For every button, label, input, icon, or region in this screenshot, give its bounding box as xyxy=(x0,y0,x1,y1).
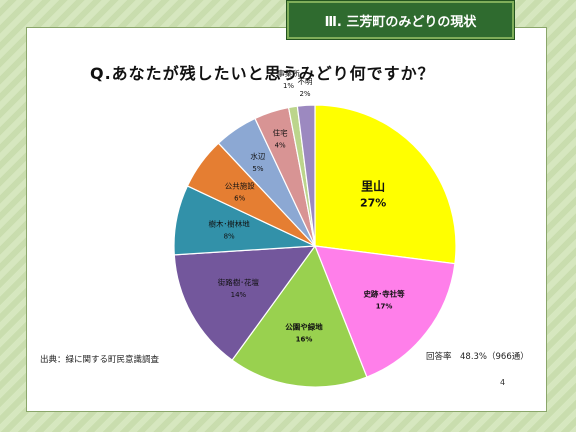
pie-slice-3 xyxy=(173,245,317,361)
slice-label-2: 公園や緑地 xyxy=(285,322,323,332)
section-title: Ⅲ. 三芳町のみどりの現状 xyxy=(286,0,515,40)
response-rate: 回答率 48.3%（966通） xyxy=(426,352,529,362)
source-note: 出典：緑に関する町民意識調査 xyxy=(40,355,160,365)
page-number: 4 xyxy=(500,378,506,387)
slice-value-9: 2% xyxy=(299,90,310,98)
slice-label-0: 里山 xyxy=(361,179,385,194)
slice-value-7: 4% xyxy=(275,142,286,150)
slice-label-5: 公共施設 xyxy=(225,180,255,190)
slice-value-0: 27% xyxy=(360,197,386,210)
pie-slice-2 xyxy=(231,244,368,388)
slice-value-8: 1% xyxy=(283,82,294,90)
slice-value-3: 14% xyxy=(231,291,247,299)
slice-label-4: 樹木･樹林地 xyxy=(209,219,251,229)
pie-slice-1 xyxy=(314,245,456,378)
slice-label-6: 水辺 xyxy=(250,151,265,161)
slice-label-9: 不明 xyxy=(297,77,312,86)
slice-value-4: 8% xyxy=(224,233,235,241)
slice-label-8: 事業所 xyxy=(277,68,300,78)
slice-label-3: 街路樹･花壇 xyxy=(218,277,260,287)
slice-label-1: 史跡･寺社等 xyxy=(363,289,405,299)
slice-value-1: 17% xyxy=(376,303,393,311)
slice-value-2: 16% xyxy=(296,336,313,344)
pie-slice-0 xyxy=(314,104,457,265)
pie-slice-9 xyxy=(296,104,316,247)
slice-label-7: 住宅 xyxy=(273,128,288,138)
chart-title: Q.あなたが残したいと思うみどり何ですか？ xyxy=(90,64,435,83)
slice-value-5: 6% xyxy=(234,194,245,202)
slice-value-6: 5% xyxy=(252,165,263,173)
